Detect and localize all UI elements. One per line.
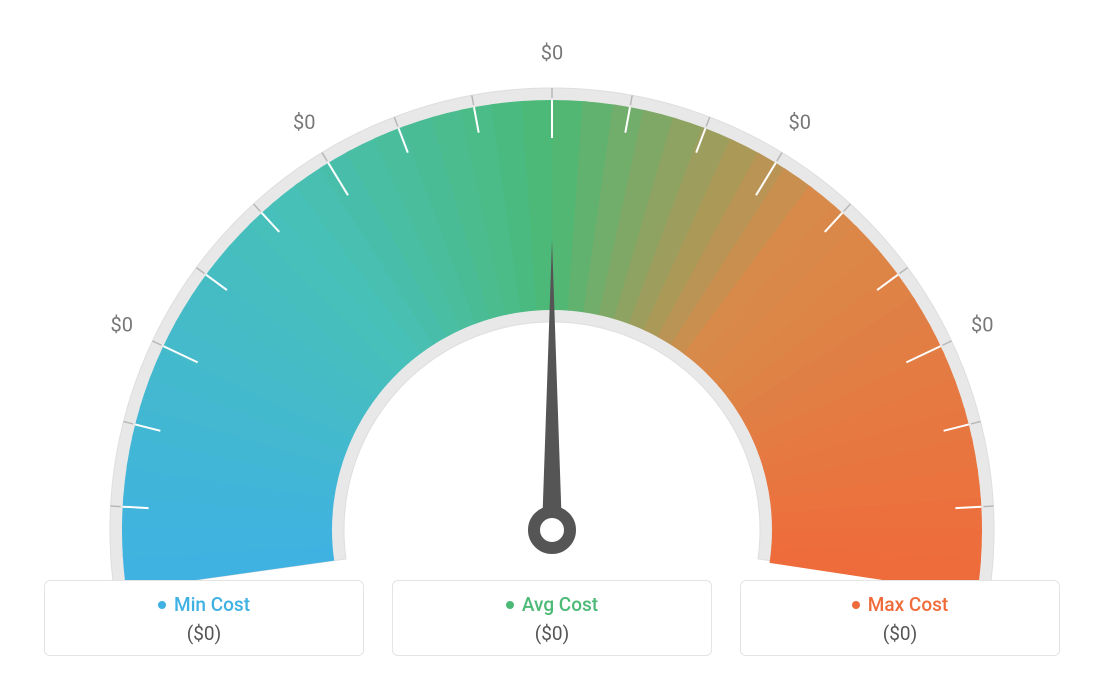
- legend-label-max: Max Cost: [868, 593, 948, 616]
- gauge-svg: $0$0$0$0$0$0$0: [0, 0, 1104, 580]
- gauge-area: $0$0$0$0$0$0$0: [0, 0, 1104, 580]
- legend-title-max: Max Cost: [749, 593, 1051, 616]
- gauge-tick-minor: [123, 507, 149, 508]
- gauge-tick-label: $0: [293, 110, 315, 134]
- gauge-tick-label: $0: [110, 313, 132, 337]
- legend-label-min: Min Cost: [174, 593, 250, 616]
- gauge-needle-base: [534, 512, 570, 548]
- legend-dot-max: [852, 601, 860, 609]
- legend-value-min: ($0): [53, 622, 355, 645]
- gauge-tick-outer: [111, 506, 121, 507]
- legend-title-min: Min Cost: [53, 593, 355, 616]
- gauge-tick-label: $0: [971, 313, 993, 337]
- gauge-tick-outer: [983, 506, 993, 507]
- gauge-chart: $0$0$0$0$0$0$0 Min Cost ($0) Avg Cost ($…: [0, 0, 1104, 690]
- legend-value-avg: ($0): [401, 622, 703, 645]
- legend-dot-min: [158, 601, 166, 609]
- legend-dot-avg: [506, 601, 514, 609]
- legend-value-max: ($0): [749, 622, 1051, 645]
- gauge-tick-label: $0: [541, 40, 563, 64]
- legend-title-avg: Avg Cost: [401, 593, 703, 616]
- legend-card-min: Min Cost ($0): [44, 580, 364, 656]
- legend-row: Min Cost ($0) Avg Cost ($0) Max Cost ($0…: [0, 580, 1104, 656]
- legend-label-avg: Avg Cost: [522, 593, 598, 616]
- gauge-tick-minor: [955, 507, 981, 508]
- legend-card-max: Max Cost ($0): [740, 580, 1060, 656]
- legend-card-avg: Avg Cost ($0): [392, 580, 712, 656]
- gauge-tick-label: $0: [788, 110, 810, 134]
